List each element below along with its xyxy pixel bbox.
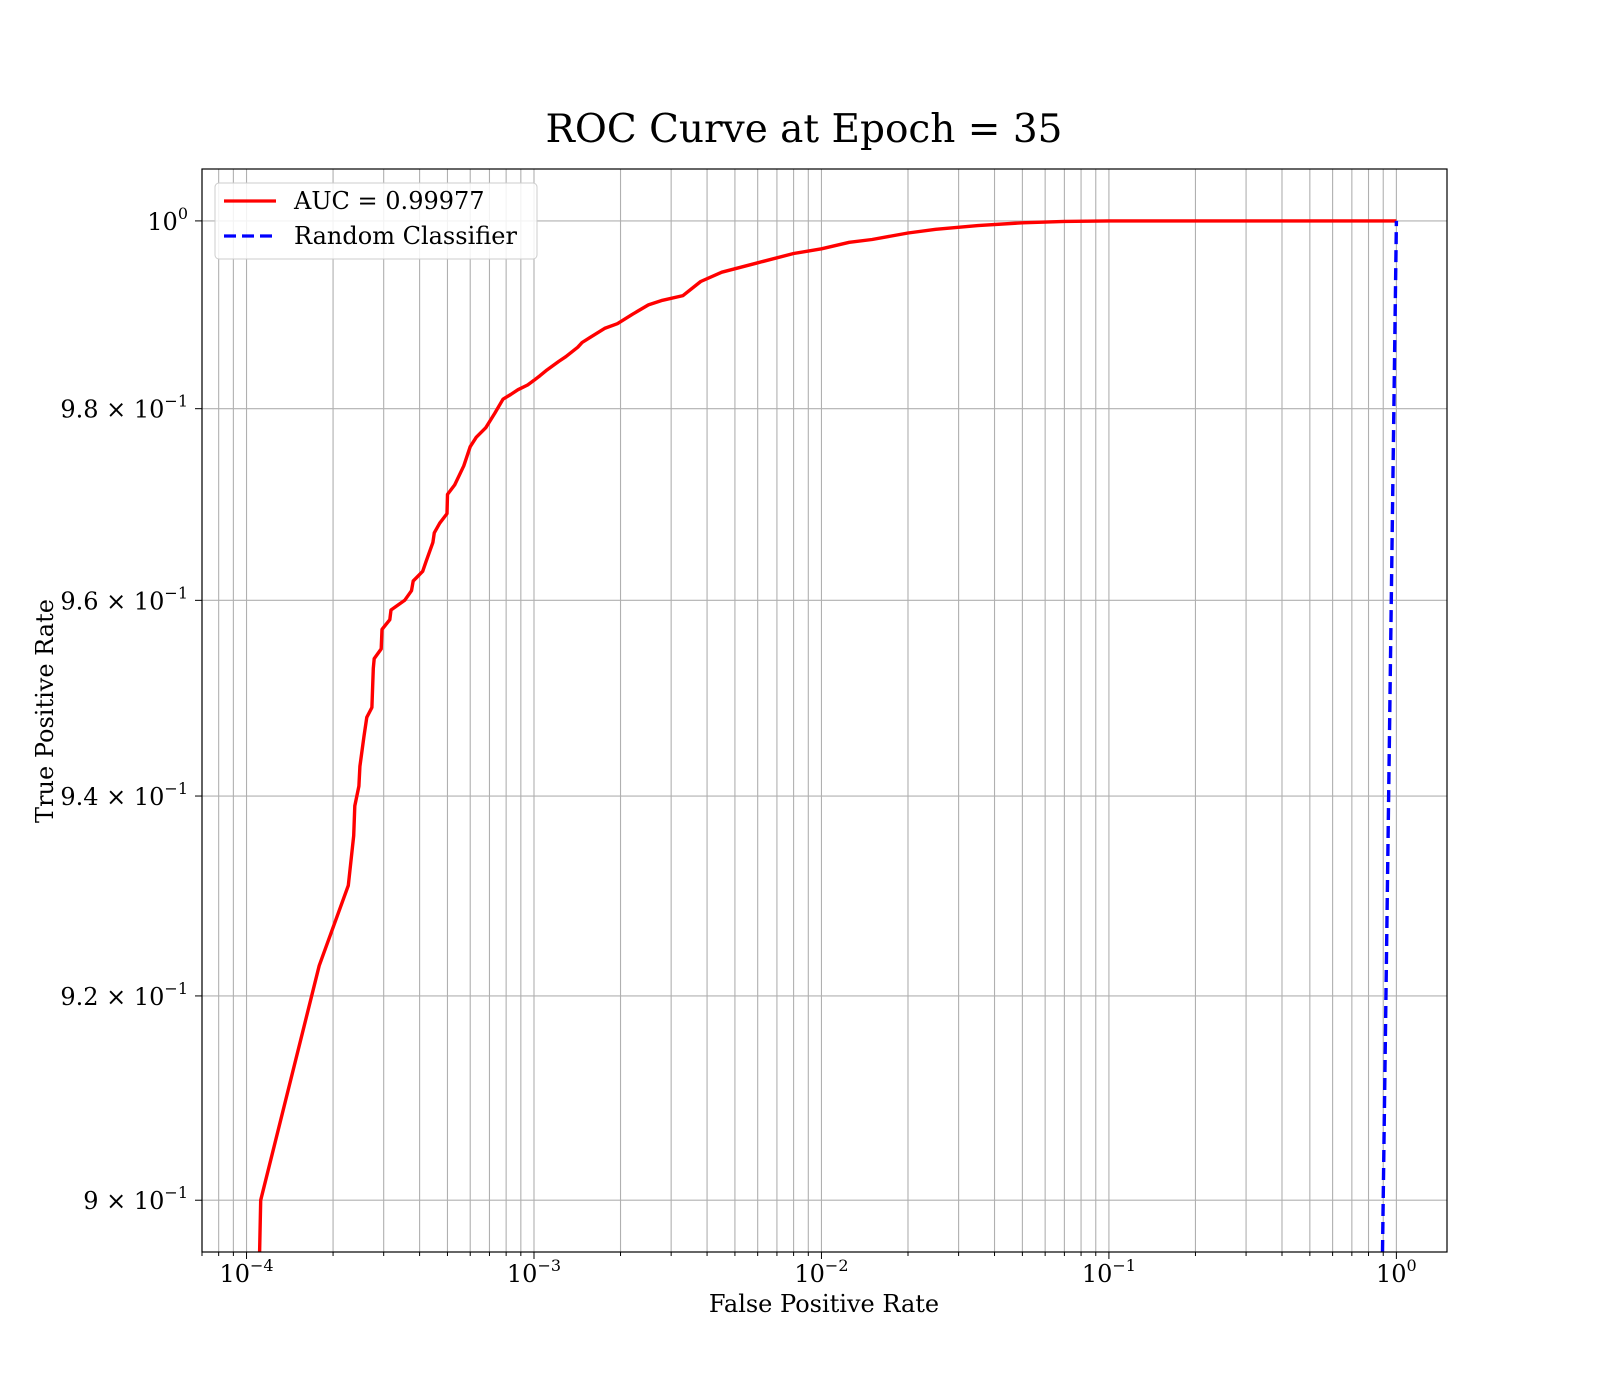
- y-tick-label: 9.8 × 10−1: [60, 392, 188, 424]
- grid: [201, 169, 1447, 1252]
- x-axis-label: False Positive Rate: [709, 1290, 939, 1318]
- y-ticks: 9 × 10−1 9.2 × 10−1 9.4 × 10−1 9.6 × 10−1 9.…: [60, 204, 202, 1215]
- y-tick-label: 9.2 × 10−1: [60, 979, 188, 1011]
- x-ticks: 10−4 10−3 10−2 10−1 100: [201, 1252, 1417, 1288]
- x-tick-label: 10−4: [219, 1256, 273, 1288]
- y-tick-label: 9 × 10−1: [83, 1183, 188, 1215]
- legend: AUC = 0.99977 Random Classifier: [214, 182, 538, 260]
- x-tick-label: 10−2: [794, 1256, 848, 1288]
- y-tick-label: 100: [147, 204, 188, 236]
- y-tick-label: 9.6 × 10−1: [60, 583, 188, 615]
- random-classifier-line: [1380, 220, 1399, 1252]
- legend-label-auc: AUC = 0.99977: [293, 187, 485, 215]
- x-tick-label: 10−3: [507, 1256, 561, 1288]
- y-tick-label: 9.4 × 10−1: [60, 779, 188, 811]
- plot-area: [257, 219, 1399, 1252]
- legend-label-random: Random Classifier: [294, 222, 517, 250]
- x-tick-label: 100: [1376, 1256, 1417, 1288]
- x-tick-label: 10−1: [1082, 1256, 1136, 1288]
- chart-title: ROC Curve at Epoch = 35: [546, 107, 1063, 152]
- y-axis-label: True Positive Rate: [31, 599, 59, 823]
- legend-box: [214, 182, 538, 260]
- roc-curve-line: [257, 219, 1397, 1252]
- axes-frame: [201, 168, 1448, 1253]
